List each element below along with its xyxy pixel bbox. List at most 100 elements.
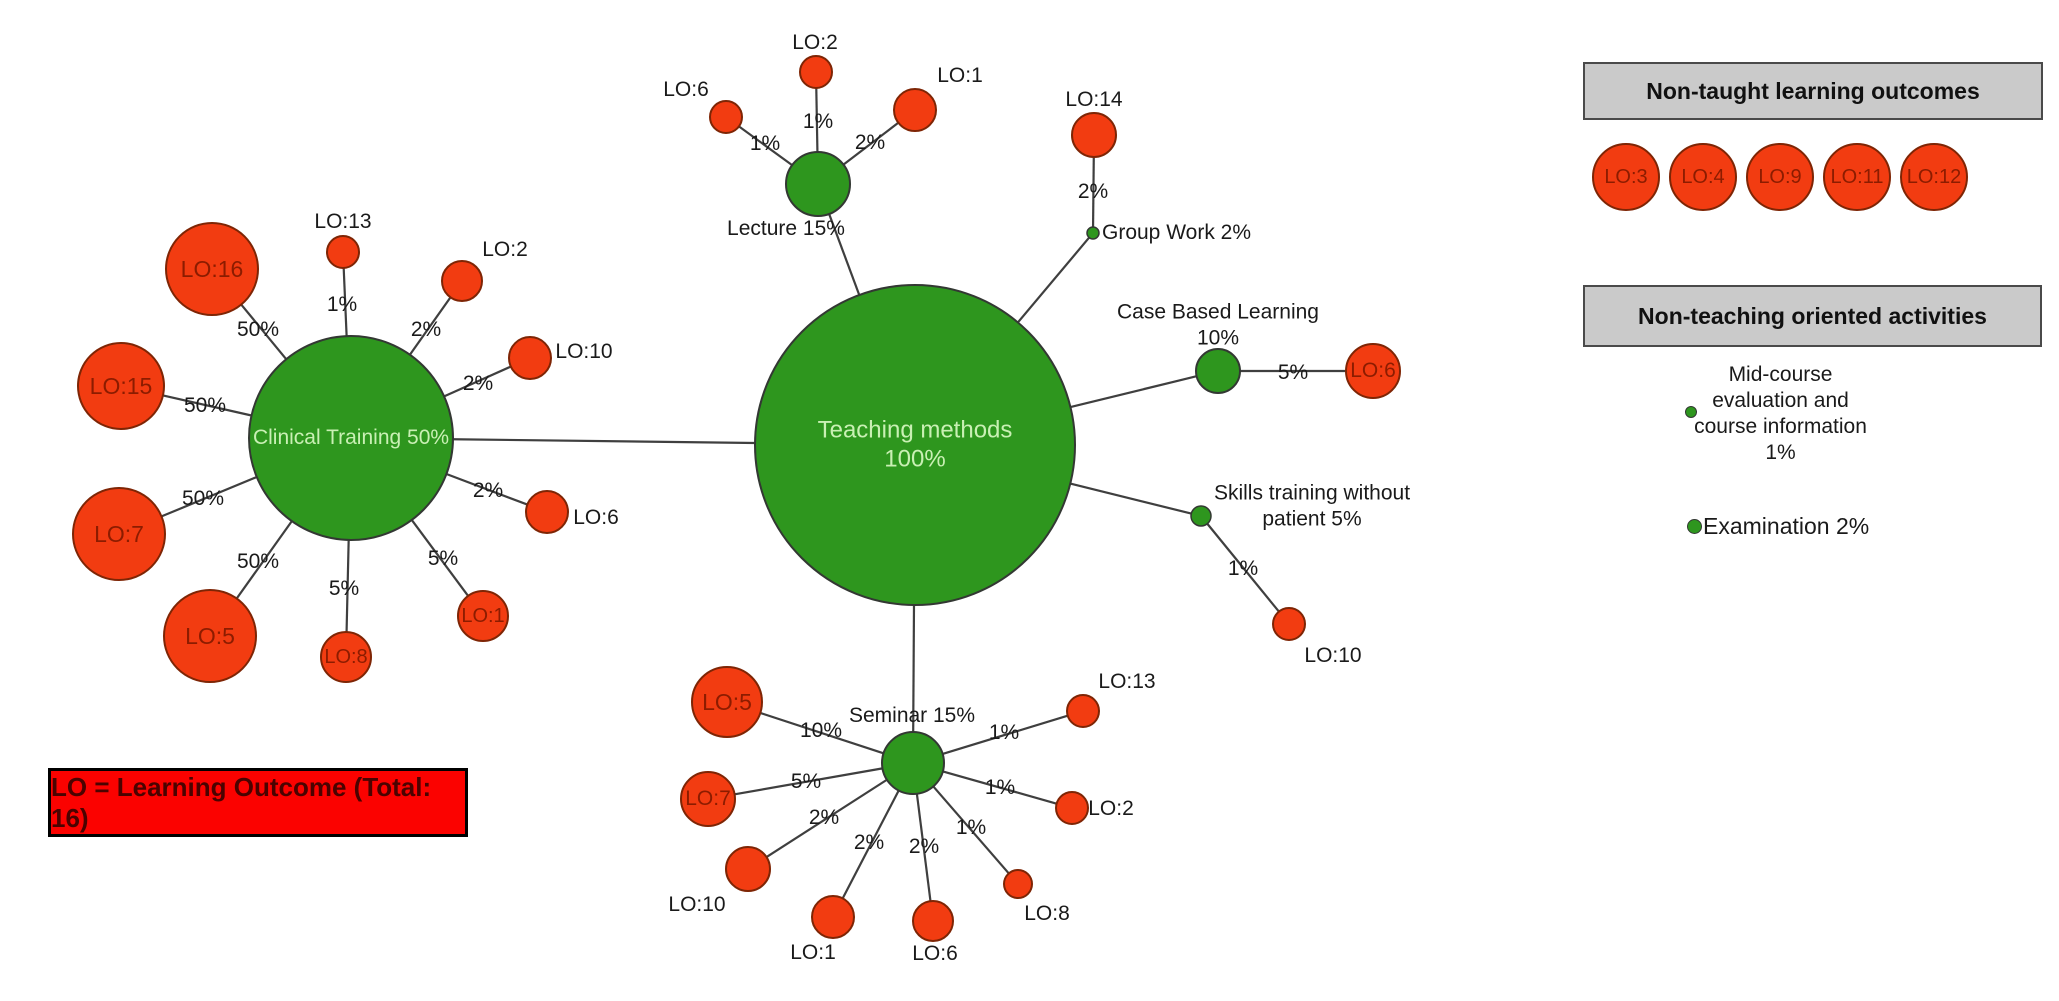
node-m-lo1 — [811, 895, 855, 939]
edge-label-seminar-m-lo10: 2% — [808, 806, 840, 829]
label-c-lo10: LO:10 — [555, 340, 613, 364]
edge-seminar-m-lo10 — [765, 778, 888, 859]
node-teaching — [754, 284, 1076, 606]
green-dot-icon — [1685, 406, 1697, 418]
edge-label-clinical-c-lo1: 5% — [427, 547, 459, 570]
legend-activities-title: Non-teaching oriented activities — [1638, 302, 1987, 329]
legend-non-taught-box: Non-taught learning outcomes — [1583, 62, 2043, 120]
node-m-lo10 — [725, 846, 771, 892]
examination-label: Examination 2% — [1703, 512, 1870, 539]
edge-clinical-c-lo1 — [410, 519, 469, 597]
node-lecture — [785, 151, 851, 217]
edge-seminar-m-lo8 — [932, 785, 1010, 875]
legend-outcome-lo-11: LO:11 — [1823, 143, 1891, 211]
label-l-lo1: LO:1 — [937, 64, 983, 88]
legend-outcome-lo-9: LO:9 — [1746, 143, 1814, 211]
edge-label-seminar-m-lo7: 5% — [790, 770, 822, 793]
node-g-lo14 — [1071, 112, 1117, 158]
edge-teaching-groupwork — [1017, 236, 1090, 324]
node-c-lo16 — [165, 222, 259, 316]
edge-seminar-m-lo13 — [942, 714, 1069, 755]
node-seminar — [881, 731, 945, 795]
label-c-lo7: LO:7 — [94, 520, 144, 547]
node-c-lo10 — [508, 336, 552, 380]
edge-label-clinical-c-lo6: 2% — [472, 479, 504, 502]
edge-seminar-m-lo5 — [759, 711, 884, 755]
node-l-lo2 — [799, 55, 833, 89]
node-groupwork — [1086, 226, 1100, 240]
midcourse-line-4: 1% — [1765, 441, 1796, 464]
edge-clinical-c-lo2 — [408, 296, 452, 356]
edge-seminar-m-lo2 — [942, 770, 1057, 805]
midcourse-line-1: Mid-course — [1728, 363, 1833, 386]
edge-skills-s-lo10 — [1206, 523, 1280, 613]
node-clinical — [248, 335, 454, 541]
edge-label-clinical-c-lo8: 5% — [328, 577, 360, 600]
label-skills: Skills training without patient 5% — [1213, 481, 1411, 530]
label-m-lo6: LO:6 — [912, 942, 958, 966]
label-lecture: Lecture 15% — [727, 217, 845, 241]
label-m-lo10: LO:10 — [668, 893, 726, 917]
edge-teaching-skills — [1070, 482, 1192, 515]
node-l-lo1 — [893, 88, 937, 132]
label-g-lo14: LO:14 — [1065, 88, 1123, 112]
label-c-lo6: LO:6 — [573, 506, 619, 530]
edge-clinical-c-lo13 — [342, 267, 348, 337]
node-c-lo15 — [77, 342, 165, 430]
edge-clinical-c-lo8 — [345, 539, 350, 633]
edge-label-clinical-c-lo10: 2% — [462, 372, 494, 395]
edge-lecture-l-lo1 — [842, 121, 899, 166]
edge-label-clinical-c-lo7: 50% — [181, 487, 225, 510]
edge-label-clinical-c-lo13: 1% — [326, 293, 358, 316]
legend-outcome-lo-12: LO:12 — [1900, 143, 1968, 211]
legend-non-taught-title: Non-taught learning outcomes — [1646, 77, 1980, 104]
edge-label-clinical-c-lo16: 50% — [236, 318, 280, 341]
node-m-lo2 — [1055, 791, 1089, 825]
label-c-lo16: LO:16 — [180, 255, 244, 282]
edge-lecture-l-lo6 — [738, 125, 793, 167]
edge-clinical-c-lo5 — [235, 520, 293, 600]
edge-label-clinical-c-lo2: 2% — [410, 318, 442, 341]
label-c-lo5: LO:5 — [185, 622, 235, 649]
label-c-lo15: LO:15 — [89, 372, 153, 399]
legend-activities-box: Non-teaching oriented activities — [1583, 285, 2042, 347]
legend-outcome-lo-3: LO:3 — [1592, 143, 1660, 211]
midcourse-line-3: course information — [1694, 415, 1867, 438]
legend-entry-midcourse: Mid-course evaluation and course informa… — [1688, 362, 1873, 466]
label-m-lo5: LO:5 — [702, 688, 752, 715]
edge-groupwork-g-lo14 — [1091, 156, 1095, 228]
label-m-lo13: LO:13 — [1098, 670, 1156, 694]
edge-teaching-clinical — [452, 438, 756, 445]
label-m-lo8: LO:8 — [1024, 902, 1070, 926]
node-c-lo2 — [441, 260, 483, 302]
edge-clinical-c-lo16 — [240, 303, 288, 360]
node-s-lo10 — [1272, 607, 1306, 641]
edge-teaching-cbl — [1070, 375, 1197, 409]
label-m-lo1: LO:1 — [790, 941, 836, 965]
edge-label-clinical-c-lo15: 50% — [183, 394, 227, 417]
node-m-lo5 — [691, 666, 763, 738]
node-b-lo6 — [1345, 343, 1401, 399]
node-c-lo1 — [457, 590, 509, 642]
node-c-lo8 — [320, 631, 372, 683]
edge-label-seminar-m-lo13: 1% — [988, 721, 1020, 744]
node-l-lo6 — [709, 100, 743, 134]
label-teaching: Teaching methods 100% — [817, 416, 1013, 473]
node-m-lo8 — [1003, 869, 1033, 899]
edge-clinical-c-lo6 — [446, 472, 528, 506]
node-cbl — [1195, 348, 1241, 394]
edge-label-skills-s-lo10: 1% — [1227, 557, 1259, 580]
node-m-lo6 — [912, 900, 954, 942]
label-cbl: Case Based Learning 10% — [1117, 300, 1319, 349]
label-seminar: Seminar 15% — [848, 704, 976, 728]
node-m-lo7 — [680, 771, 736, 827]
label-b-lo6: LO:6 — [1350, 359, 1396, 383]
note-box: LO = Learning Outcome (Total: 16) — [48, 768, 468, 837]
edge-label-groupwork-g-lo14: 2% — [1077, 180, 1109, 203]
edge-label-seminar-m-lo5: 10% — [799, 719, 843, 742]
edge-label-seminar-m-lo1: 2% — [853, 831, 885, 854]
note-text: LO = Learning Outcome (Total: 16) — [51, 771, 432, 833]
edge-clinical-c-lo15 — [162, 394, 252, 417]
